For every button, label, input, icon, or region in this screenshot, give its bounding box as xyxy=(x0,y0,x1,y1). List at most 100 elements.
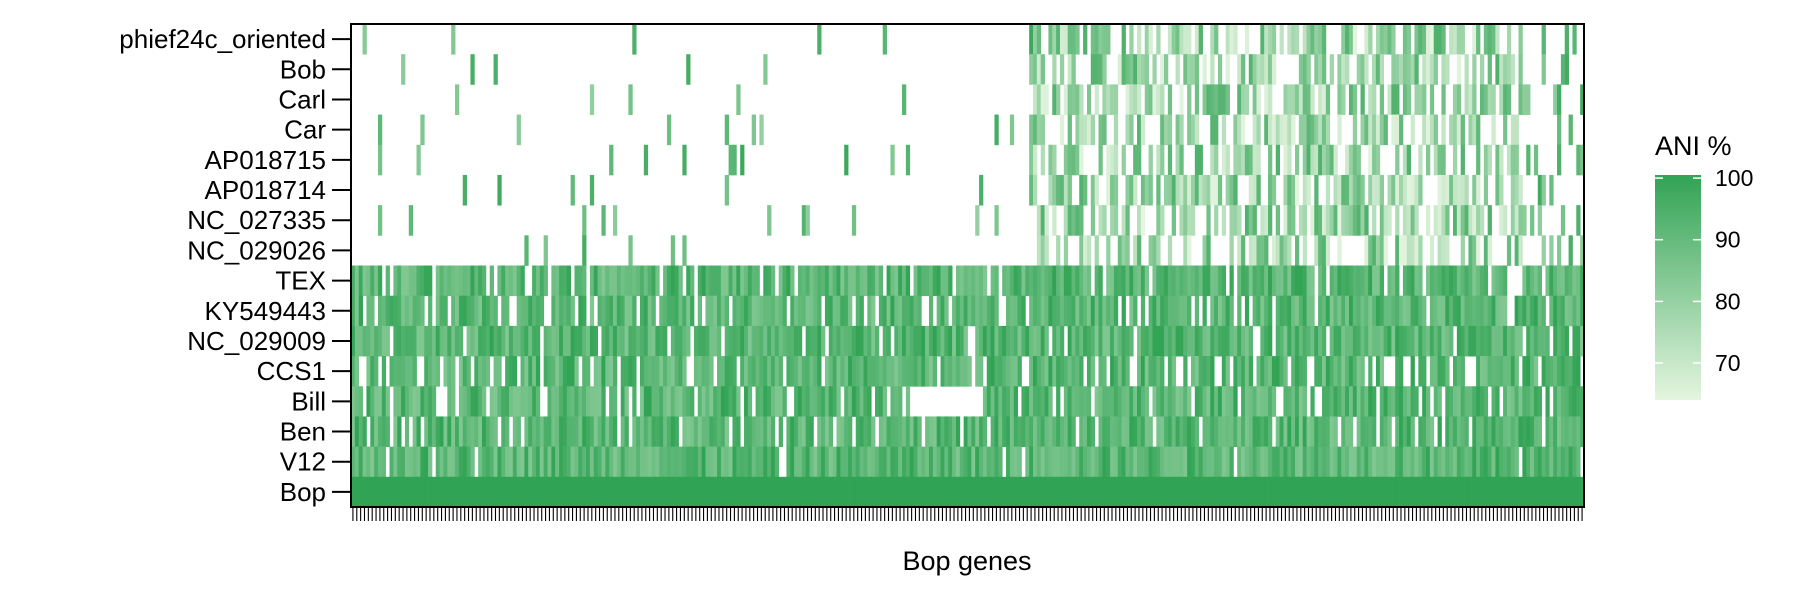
heatmap-cell xyxy=(1402,416,1408,448)
heatmap-cell xyxy=(1352,24,1358,55)
heatmap-cell xyxy=(925,325,930,357)
heatmap-cell xyxy=(1140,114,1146,146)
heatmap-cell xyxy=(424,356,429,387)
heatmap-cell xyxy=(1225,416,1230,448)
heatmap-cell xyxy=(1522,295,1527,327)
heatmap-cell xyxy=(1187,54,1192,85)
heatmap-cell xyxy=(1194,386,1200,417)
heatmap-cell xyxy=(424,325,429,357)
heatmap-cell xyxy=(1433,144,1438,176)
heatmap-cell xyxy=(979,356,984,387)
heatmap-cell xyxy=(1229,476,1234,508)
heatmap-cell xyxy=(1395,174,1400,206)
heatmap-cell xyxy=(1387,265,1392,297)
heatmap-cell xyxy=(755,446,760,478)
heatmap-cell xyxy=(1044,446,1049,478)
heatmap-cell xyxy=(670,265,676,297)
heatmap-cell xyxy=(1495,356,1500,387)
heatmap-cell xyxy=(859,416,864,448)
heatmap-cell xyxy=(647,265,652,297)
heatmap-cell xyxy=(551,295,556,327)
heatmap-cell xyxy=(1167,235,1173,266)
heatmap-cell xyxy=(1522,416,1527,448)
heatmap-cell xyxy=(1402,325,1408,357)
heatmap-cell xyxy=(1410,476,1415,508)
heatmap-cell xyxy=(1341,416,1346,448)
heatmap-cell xyxy=(975,325,980,357)
heatmap-cell xyxy=(624,386,629,417)
heatmap-cell xyxy=(1125,356,1130,387)
heatmap-cell xyxy=(1452,265,1458,297)
heatmap-cell xyxy=(1348,476,1354,508)
heatmap-cell xyxy=(863,386,868,417)
heatmap-cell xyxy=(1530,295,1535,327)
heatmap-cell xyxy=(855,295,861,327)
heatmap-cell xyxy=(1006,416,1011,448)
heatmap-cell xyxy=(1522,356,1527,387)
heatmap-cell xyxy=(1036,265,1042,297)
heatmap-cell xyxy=(1241,386,1246,417)
heatmap-cell xyxy=(1522,446,1527,478)
heatmap-cell xyxy=(774,295,780,327)
heatmap-cell xyxy=(1545,476,1550,508)
heatmap-cell xyxy=(559,386,564,417)
heatmap-cell xyxy=(377,476,383,508)
heatmap-cell xyxy=(790,476,795,508)
heatmap-cell xyxy=(759,114,764,146)
heatmap-cell xyxy=(1422,54,1427,85)
heatmap-cell xyxy=(1009,356,1015,387)
heatmap-cell xyxy=(1117,235,1123,266)
heatmap-cell xyxy=(1140,446,1146,478)
heatmap-cell xyxy=(928,356,934,387)
heatmap-cell xyxy=(1167,174,1173,206)
heatmap-cell xyxy=(408,356,414,387)
heatmap-cell xyxy=(1449,114,1454,146)
heatmap-cell xyxy=(1044,325,1049,357)
heatmap-cell xyxy=(1025,446,1030,478)
heatmap-cell xyxy=(420,265,425,297)
heatmap-cell xyxy=(1067,265,1072,297)
heatmap-cell xyxy=(1194,114,1200,146)
heatmap-cell xyxy=(894,446,899,478)
heatmap-cell xyxy=(724,416,729,448)
heatmap-cell xyxy=(1580,235,1585,266)
heatmap-cell xyxy=(1264,325,1269,357)
heatmap-cell xyxy=(1175,325,1180,357)
heatmap-cell xyxy=(1175,24,1180,55)
heatmap-cell xyxy=(1306,476,1311,508)
heatmap-cell xyxy=(1576,205,1581,236)
heatmap-cell xyxy=(1310,24,1315,55)
heatmap-cell xyxy=(551,265,556,297)
heatmap-cell xyxy=(539,295,545,327)
heatmap-cell xyxy=(1052,174,1057,206)
heatmap-cell xyxy=(1306,84,1311,115)
heatmap-cell xyxy=(1379,325,1385,357)
heatmap-cell xyxy=(1110,205,1115,236)
heatmap-cell xyxy=(1426,386,1431,417)
heatmap-cell xyxy=(1175,476,1180,508)
heatmap-cell xyxy=(535,476,541,508)
heatmap-cell xyxy=(1048,446,1053,478)
heatmap-cell xyxy=(1190,446,1196,478)
heatmap-cell xyxy=(578,416,583,448)
heatmap-cell xyxy=(1256,84,1261,115)
heatmap-cell xyxy=(1541,24,1546,55)
heatmap-cell xyxy=(1452,24,1458,55)
heatmap-cell xyxy=(1217,295,1223,327)
heatmap-cell xyxy=(1063,356,1069,387)
heatmap-cell xyxy=(744,325,749,357)
heatmap-cell xyxy=(1402,174,1408,206)
heatmap-cell xyxy=(466,295,471,327)
heatmap-cell xyxy=(1568,416,1573,448)
heatmap-cell xyxy=(801,295,807,327)
heatmap-cell xyxy=(1233,325,1238,357)
heatmap-cell xyxy=(1248,265,1254,297)
heatmap-cell xyxy=(1572,476,1577,508)
heatmap-cell xyxy=(1510,114,1516,146)
heatmap-cell xyxy=(651,386,656,417)
heatmap-cell xyxy=(1437,356,1442,387)
heatmap-cell xyxy=(1456,386,1462,417)
heatmap-cell xyxy=(1102,446,1107,478)
heatmap-cell xyxy=(466,416,471,448)
heatmap-cell xyxy=(724,325,729,357)
